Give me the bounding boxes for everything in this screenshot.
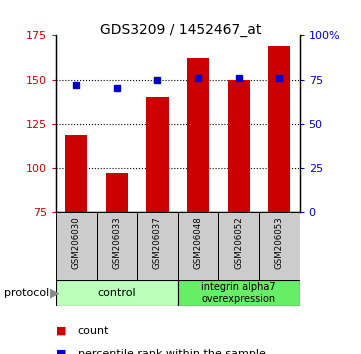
Bar xyxy=(178,212,218,280)
Bar xyxy=(106,173,128,212)
Bar xyxy=(178,280,300,306)
Bar xyxy=(146,97,169,212)
Text: percentile rank within the sample: percentile rank within the sample xyxy=(78,349,265,354)
Text: GSM206052: GSM206052 xyxy=(234,216,243,269)
Text: ▶: ▶ xyxy=(50,286,60,299)
Text: GSM206037: GSM206037 xyxy=(153,216,162,269)
Text: GSM206053: GSM206053 xyxy=(275,216,284,269)
Bar xyxy=(56,280,178,306)
Text: protocol: protocol xyxy=(4,288,49,298)
Text: GSM206048: GSM206048 xyxy=(193,216,203,269)
Text: control: control xyxy=(97,288,136,298)
Bar xyxy=(137,212,178,280)
Bar xyxy=(268,46,291,212)
Bar xyxy=(259,212,300,280)
Bar xyxy=(218,212,259,280)
Text: count: count xyxy=(78,326,109,336)
Text: ■: ■ xyxy=(56,349,66,354)
Text: GSM206030: GSM206030 xyxy=(72,216,81,269)
Bar xyxy=(227,80,250,212)
Bar xyxy=(56,212,97,280)
Text: ■: ■ xyxy=(56,326,66,336)
Bar xyxy=(187,58,209,212)
Text: integrin alpha7
overexpression: integrin alpha7 overexpression xyxy=(201,282,276,304)
Bar xyxy=(65,135,87,212)
Text: GDS3209 / 1452467_at: GDS3209 / 1452467_at xyxy=(100,23,261,37)
Bar xyxy=(97,212,137,280)
Text: GSM206033: GSM206033 xyxy=(112,216,121,269)
